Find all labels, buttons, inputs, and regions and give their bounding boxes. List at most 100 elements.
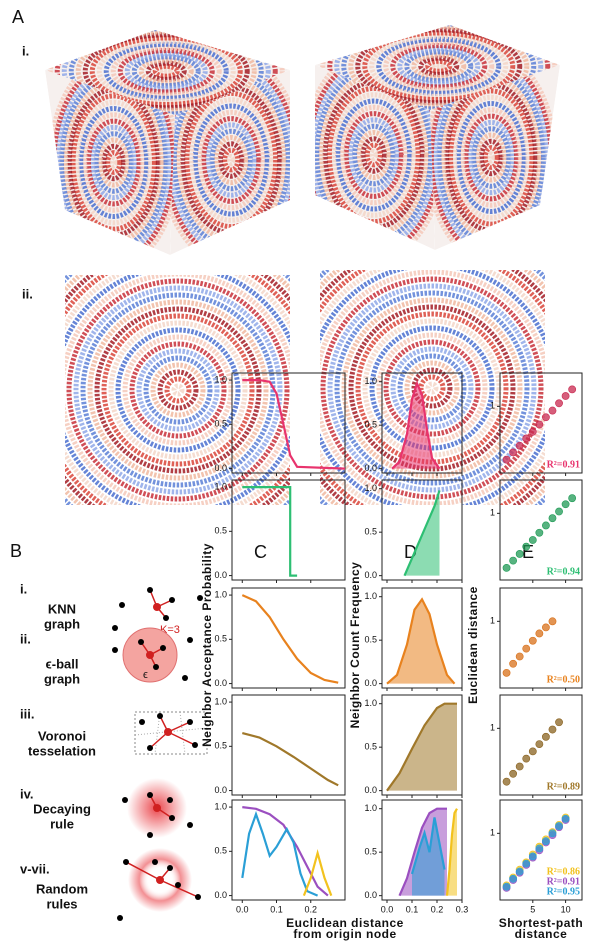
point — [535, 420, 544, 429]
y-axis-label: Euclidean distance — [466, 586, 480, 704]
annotation: R²=0.86 — [547, 866, 580, 877]
ring — [334, 290, 530, 486]
y-tick-label: 0.5 — [364, 420, 377, 430]
ring — [356, 130, 392, 180]
item-name: Random — [36, 881, 88, 896]
ring — [352, 123, 396, 187]
ring — [335, 98, 413, 212]
ring — [331, 92, 417, 218]
point — [555, 507, 563, 516]
y-tick-label: 1 — [490, 723, 495, 733]
point — [509, 874, 518, 883]
y-tick-label: 1.0 — [364, 591, 377, 601]
x-tick-label: 0.2 — [304, 904, 317, 914]
point — [522, 644, 531, 653]
y-tick-label: 1.0 — [214, 481, 227, 491]
y-tick-label: 0.5 — [364, 635, 377, 645]
ring — [347, 117, 400, 193]
y-tick-label: 1.0 — [364, 803, 377, 813]
panel-label: A — [12, 7, 24, 27]
ring — [87, 299, 269, 481]
y-tick-label: 1.0 — [364, 483, 377, 493]
ring — [404, 49, 474, 84]
ring — [451, 94, 531, 221]
point — [528, 636, 537, 645]
item-numeral: iii. — [20, 706, 34, 721]
face — [45, 30, 290, 115]
ring — [96, 38, 236, 104]
ring — [152, 63, 180, 79]
ring — [205, 122, 258, 198]
ring — [348, 304, 516, 472]
ring-pattern — [320, 270, 545, 505]
point — [509, 556, 518, 565]
annotation: R²=0.94 — [547, 566, 580, 577]
ring — [80, 292, 276, 488]
ring — [82, 112, 146, 213]
point — [548, 725, 557, 734]
point — [509, 769, 518, 778]
ring — [150, 362, 206, 418]
annotation: R²=0.50 — [547, 674, 580, 685]
ring — [348, 25, 530, 109]
ring — [320, 276, 544, 500]
ring — [47, 30, 285, 115]
y-axis-label: Neighbor Count Frequency — [348, 562, 362, 729]
area-fill — [412, 817, 445, 896]
point — [568, 385, 577, 394]
y-axis-label: Neighbor Acceptance Probability — [200, 543, 214, 747]
y-tick-label: 0.0 — [214, 785, 227, 795]
ring — [66, 278, 290, 502]
ring — [124, 51, 208, 92]
ring — [369, 33, 509, 99]
point — [515, 550, 524, 558]
point — [561, 392, 570, 400]
point — [522, 859, 531, 868]
ring — [425, 381, 439, 395]
ring — [478, 138, 504, 177]
ring — [74, 99, 154, 226]
ring — [360, 136, 388, 174]
y-tick-label: 1 — [490, 616, 495, 626]
point — [515, 867, 524, 876]
ring — [82, 32, 250, 111]
item-name: KNN — [48, 601, 76, 616]
y-tick-label: 0.5 — [214, 846, 227, 856]
ring — [143, 355, 213, 425]
ring — [61, 30, 271, 115]
plot-frame — [499, 694, 583, 796]
point — [561, 814, 570, 823]
point — [542, 521, 550, 530]
y-tick-label: 0.0 — [214, 463, 227, 473]
point — [515, 441, 524, 450]
y-tick-label: 0.5 — [364, 742, 377, 752]
ring — [159, 66, 173, 76]
y-tick-label: 1.0 — [214, 589, 227, 599]
ring — [341, 297, 523, 479]
item-numeral: iv. — [20, 786, 34, 801]
item-name: graph — [44, 671, 80, 686]
ring — [482, 145, 500, 170]
ring — [117, 48, 215, 95]
ring — [339, 104, 409, 206]
line — [386, 597, 456, 685]
y-tick-label: 0.0 — [214, 678, 227, 688]
ring — [188, 97, 274, 223]
y-tick-label: 1 — [490, 828, 495, 838]
item-name: Decaying — [33, 801, 91, 816]
plot-frame — [499, 587, 583, 689]
point — [502, 777, 511, 786]
ring — [327, 283, 537, 493]
point — [548, 617, 557, 626]
point — [528, 427, 537, 436]
ring — [411, 367, 453, 409]
plot-frame — [231, 479, 346, 581]
point — [509, 448, 518, 457]
ring — [362, 30, 516, 103]
ring — [101, 143, 127, 182]
point — [555, 822, 563, 830]
y-tick-label: 0.0 — [214, 890, 227, 900]
point — [528, 747, 537, 756]
ring — [448, 88, 535, 227]
